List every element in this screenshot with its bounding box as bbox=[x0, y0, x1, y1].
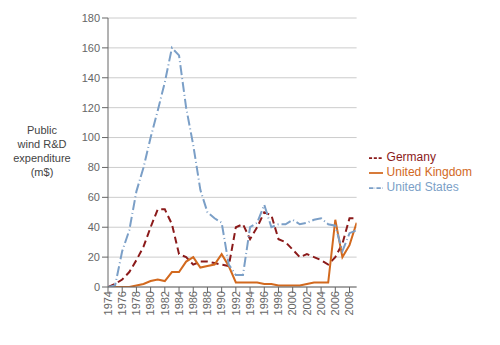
svg-text:2008: 2008 bbox=[343, 291, 355, 315]
svg-text:80: 80 bbox=[88, 161, 100, 173]
svg-text:1984: 1984 bbox=[173, 291, 185, 315]
svg-text:1998: 1998 bbox=[272, 291, 284, 315]
svg-text:1990: 1990 bbox=[215, 291, 227, 315]
svg-text:1980: 1980 bbox=[144, 291, 156, 315]
html-text:United Kingdom: United Kingdom bbox=[386, 165, 472, 180]
svg-text:60: 60 bbox=[88, 191, 100, 203]
svg-text:1974: 1974 bbox=[102, 291, 114, 315]
svg-text:180: 180 bbox=[82, 12, 100, 24]
svg-text:100: 100 bbox=[82, 131, 100, 143]
html-text:United States: United States bbox=[386, 179, 459, 194]
svg-text:20: 20 bbox=[88, 251, 100, 263]
svg-text:2002: 2002 bbox=[301, 291, 313, 315]
html-text:Germany: Germany bbox=[386, 150, 436, 165]
svg-text:1986: 1986 bbox=[187, 291, 199, 315]
svg-text:40: 40 bbox=[88, 221, 100, 233]
svg-text:2006: 2006 bbox=[329, 291, 341, 315]
svg-text:0: 0 bbox=[94, 281, 100, 293]
svg-text:1982: 1982 bbox=[159, 291, 171, 315]
svg-text:1988: 1988 bbox=[201, 291, 213, 315]
svg-text:2000: 2000 bbox=[286, 291, 298, 315]
svg-text:1976: 1976 bbox=[116, 291, 128, 315]
svg-text:1992: 1992 bbox=[230, 291, 242, 315]
svg-text:140: 140 bbox=[82, 72, 100, 84]
svg-text:1994: 1994 bbox=[244, 291, 256, 315]
svg-text:Publicwind R&Dexpenditure(m$): Publicwind R&Dexpenditure(m$) bbox=[13, 124, 71, 178]
svg-text:120: 120 bbox=[82, 102, 100, 114]
svg-text:1978: 1978 bbox=[130, 291, 142, 315]
svg-text:1996: 1996 bbox=[258, 291, 270, 315]
svg-text:2004: 2004 bbox=[315, 291, 327, 315]
svg-text:160: 160 bbox=[82, 42, 100, 54]
